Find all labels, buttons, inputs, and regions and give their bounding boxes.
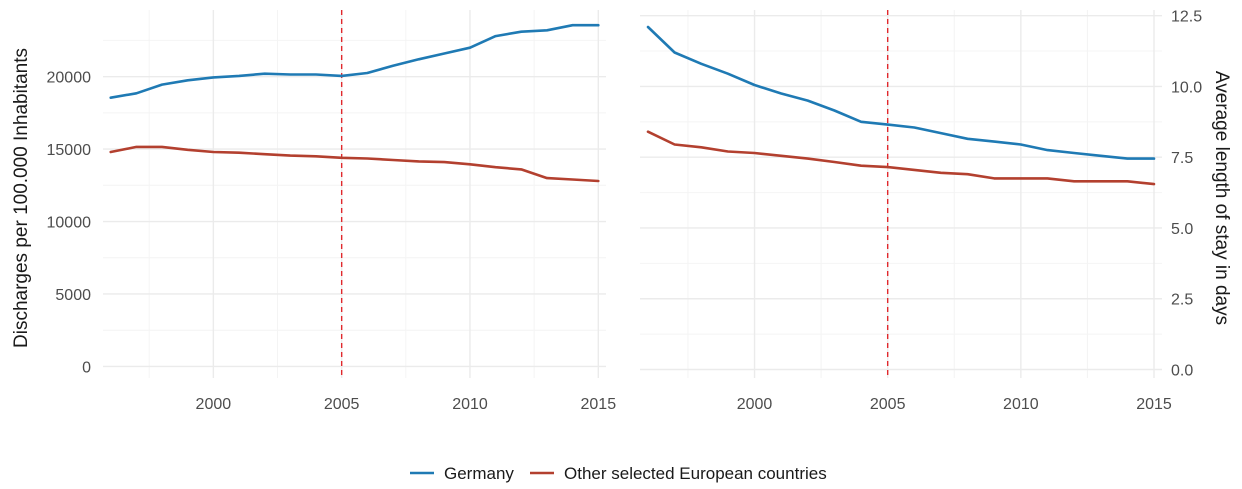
y-tick-label: 5.0	[1171, 221, 1193, 238]
legend: Germany Other selected European countries	[410, 464, 827, 483]
legend-label-germany: Germany	[444, 464, 514, 483]
x-tick-label: 2000	[196, 396, 232, 413]
y-tick-label: 20000	[47, 70, 92, 87]
x-tick-label: 2010	[1003, 396, 1039, 413]
x-tick-label: 2000	[737, 396, 773, 413]
series-line-europe	[109, 145, 600, 183]
x-tick-label: 2015	[581, 396, 617, 413]
y-tick-label: 15000	[47, 142, 92, 159]
x-tick-label: 2015	[1136, 396, 1172, 413]
y-tick-label: 5000	[55, 287, 91, 304]
x-tick-label: 2010	[452, 396, 488, 413]
series-line-germany	[109, 23, 600, 99]
y-tick-label: 10000	[47, 215, 92, 232]
y-tick-label: 0.0	[1171, 363, 1193, 380]
series-line-germany	[646, 25, 1156, 160]
y-axis-title: Discharges per 100.000 Inhabitants	[11, 48, 32, 348]
x-tick-label: 2005	[870, 396, 906, 413]
x-tick-label: 2005	[324, 396, 360, 413]
y-axis-title: Average length of stay in days	[1211, 71, 1232, 325]
y-tick-label: 7.5	[1171, 150, 1193, 167]
y-tick-label: 2.5	[1171, 292, 1193, 309]
y-tick-label: 10.0	[1171, 79, 1202, 96]
panel-1: 2000 2005 2010 2015 0 5000 10000 15000 20000 Disc…	[11, 10, 616, 413]
panel-2: 2000 2005 2010 2015 0.0 2.5 5.0 7.5 10.0 12.5 Aver…	[640, 9, 1232, 413]
series-line-europe	[646, 130, 1156, 186]
y-tick-label: 0	[82, 359, 91, 376]
y-tick-label: 12.5	[1171, 9, 1202, 26]
legend-label-europe: Other selected European countries	[564, 464, 827, 483]
